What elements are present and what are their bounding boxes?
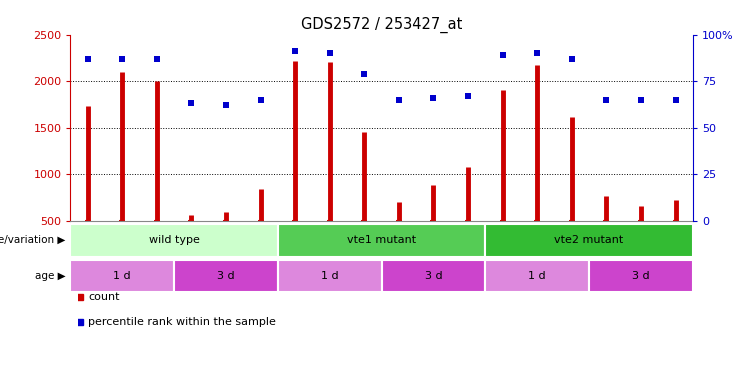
Text: 1 d: 1 d [528, 271, 546, 281]
Text: vte1 mutant: vte1 mutant [347, 235, 416, 245]
Text: percentile rank within the sample: percentile rank within the sample [88, 317, 276, 327]
Text: 3 d: 3 d [632, 271, 650, 281]
Text: 3 d: 3 d [425, 271, 442, 281]
Title: GDS2572 / 253427_at: GDS2572 / 253427_at [301, 17, 462, 33]
Text: 3 d: 3 d [217, 271, 235, 281]
Text: 1 d: 1 d [113, 271, 131, 281]
Text: vte2 mutant: vte2 mutant [554, 235, 624, 245]
Text: wild type: wild type [149, 235, 199, 245]
Text: count: count [88, 292, 119, 302]
Text: 1 d: 1 d [321, 271, 339, 281]
Text: genotype/variation ▶: genotype/variation ▶ [0, 235, 65, 245]
Text: age ▶: age ▶ [35, 271, 65, 281]
